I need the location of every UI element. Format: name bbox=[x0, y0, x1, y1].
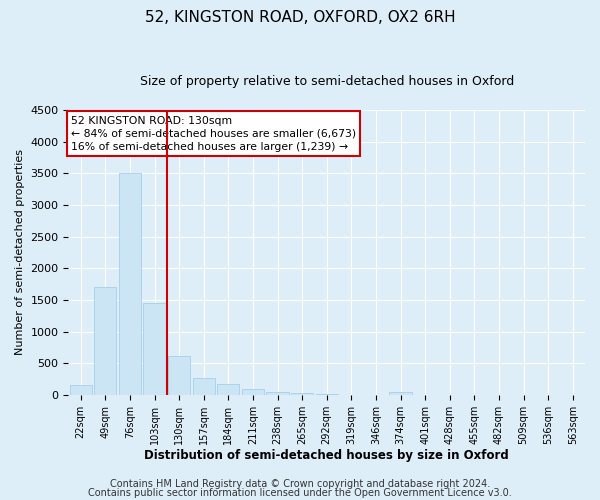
Bar bbox=[94, 287, 116, 395]
Bar bbox=[242, 388, 264, 395]
Text: 52 KINGSTON ROAD: 130sqm
← 84% of semi-detached houses are smaller (6,673)
16% o: 52 KINGSTON ROAD: 130sqm ← 84% of semi-d… bbox=[71, 116, 356, 152]
Bar bbox=[70, 386, 92, 395]
Y-axis label: Number of semi-detached properties: Number of semi-detached properties bbox=[15, 150, 25, 356]
Bar bbox=[316, 394, 338, 395]
Text: 52, KINGSTON ROAD, OXFORD, OX2 6RH: 52, KINGSTON ROAD, OXFORD, OX2 6RH bbox=[145, 10, 455, 25]
Bar bbox=[119, 174, 141, 395]
Bar bbox=[266, 392, 289, 395]
Bar bbox=[168, 356, 190, 395]
Bar bbox=[389, 392, 412, 395]
Text: Contains HM Land Registry data © Crown copyright and database right 2024.: Contains HM Land Registry data © Crown c… bbox=[110, 479, 490, 489]
Bar bbox=[193, 378, 215, 395]
Bar bbox=[217, 384, 239, 395]
Text: Contains public sector information licensed under the Open Government Licence v3: Contains public sector information licen… bbox=[88, 488, 512, 498]
Title: Size of property relative to semi-detached houses in Oxford: Size of property relative to semi-detach… bbox=[140, 75, 514, 88]
Bar bbox=[291, 393, 313, 395]
X-axis label: Distribution of semi-detached houses by size in Oxford: Distribution of semi-detached houses by … bbox=[145, 450, 509, 462]
Bar bbox=[143, 303, 166, 395]
